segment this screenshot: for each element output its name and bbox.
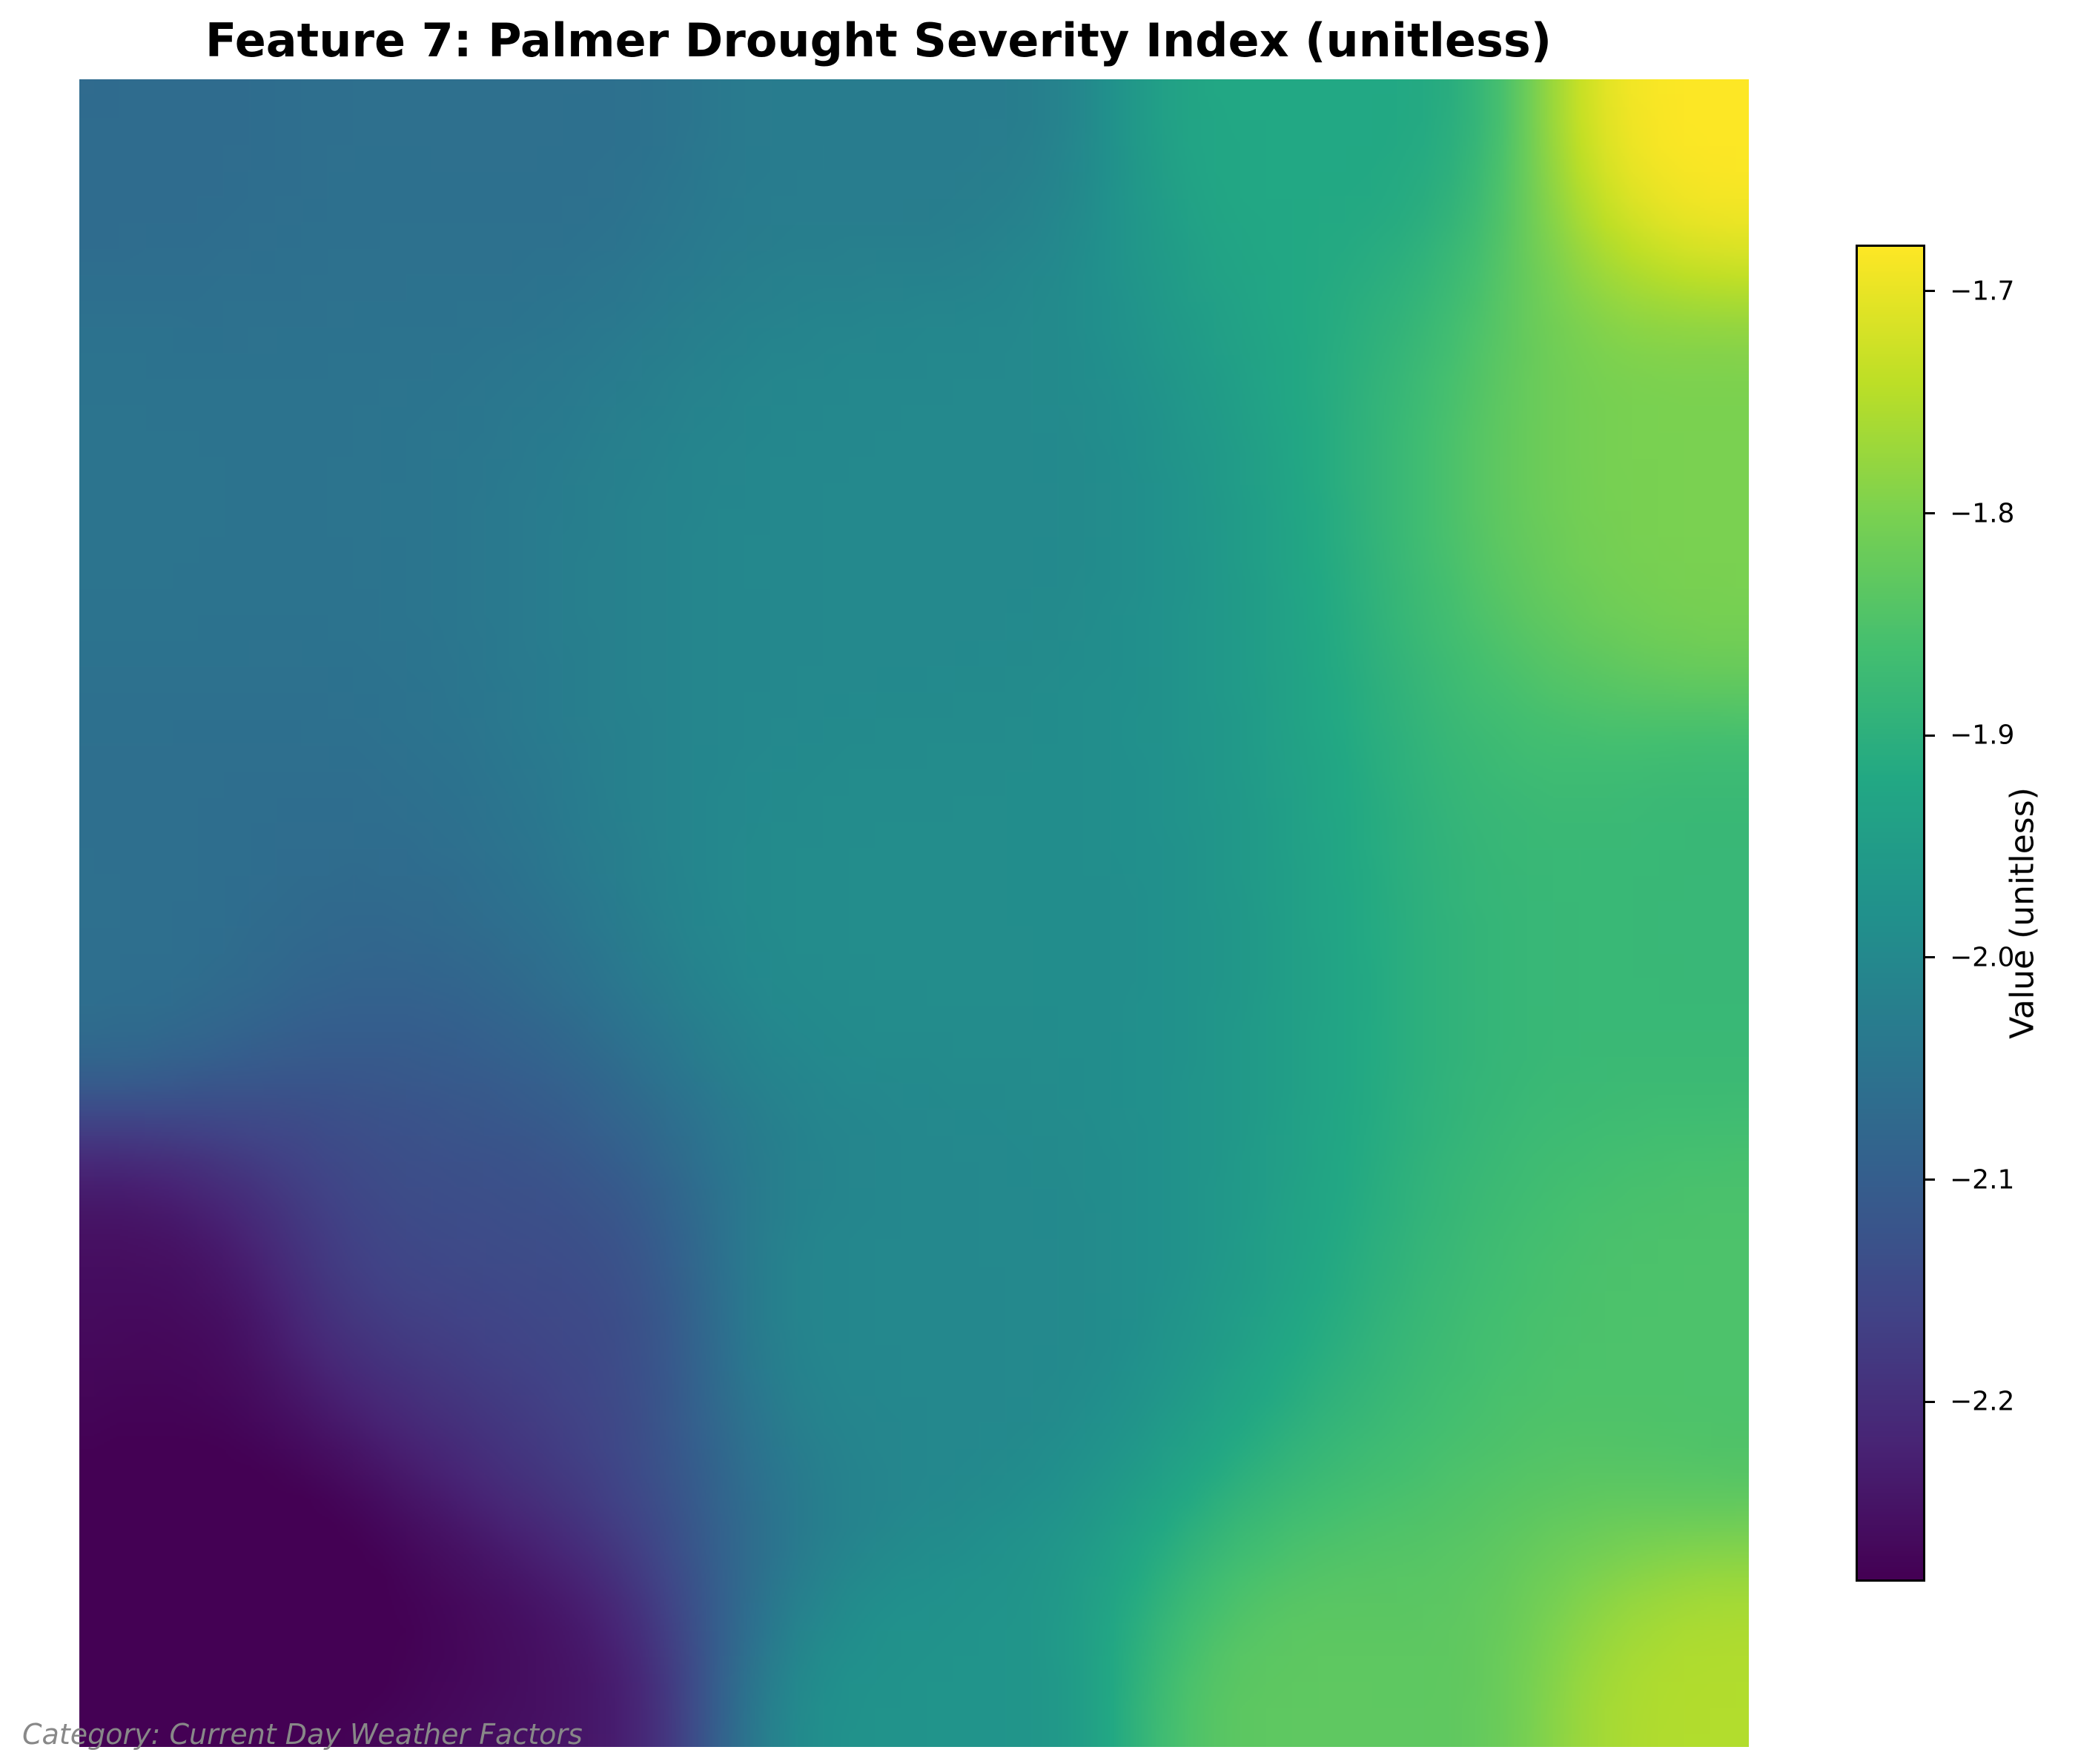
- colorbar-tick-label: −2.0: [1950, 942, 2015, 973]
- colorbar-tick: [1923, 1178, 1935, 1181]
- colorbar-tick: [1923, 512, 1935, 515]
- colorbar-ticks: −1.7 −1.8 −1.9 −2.0 −2.1 −2.2: [1923, 247, 2015, 1579]
- colorbar-tick-label: −1.7: [1950, 276, 2015, 307]
- colorbar-tick-label: −2.1: [1950, 1164, 2015, 1196]
- category-annotation: Category: Current Day Weather Factors: [22, 1718, 583, 1751]
- chart-title: Feature 7: Palmer Drought Severity Index…: [205, 13, 1552, 67]
- colorbar: [1856, 245, 1925, 1582]
- heatmap-plot: [79, 79, 1749, 1747]
- colorbar-tick: [1923, 1400, 1935, 1403]
- colorbar-tick: [1923, 734, 1935, 737]
- colorbar-tick-label: −1.8: [1950, 498, 2015, 529]
- colorbar-tick-label: −1.9: [1950, 720, 2015, 751]
- colorbar-tick-label: −2.2: [1950, 1386, 2015, 1417]
- colorbar-label: Value (unitless): [2003, 787, 2042, 1039]
- colorbar-tick: [1923, 956, 1935, 959]
- colorbar-tick: [1923, 290, 1935, 293]
